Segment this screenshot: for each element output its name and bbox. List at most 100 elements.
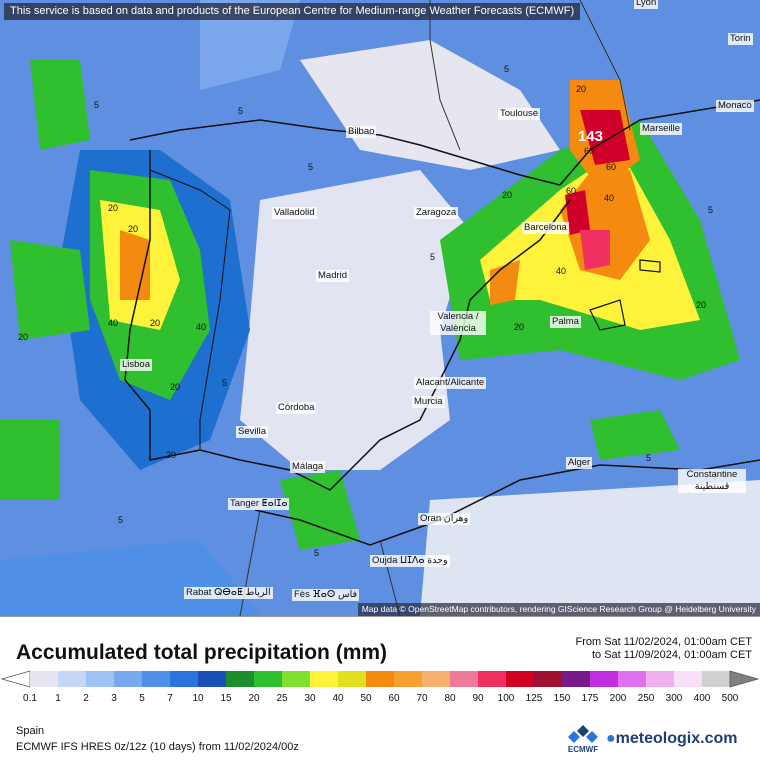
- meteologix-logo: ●meteologix.com: [606, 730, 737, 748]
- legend-swatch: [58, 671, 87, 687]
- legend-label: 500: [722, 693, 739, 704]
- legend-swatch: [506, 671, 535, 687]
- ecmwf-notice: This service is based on data and produc…: [4, 3, 581, 20]
- city-toulouse[interactable]: Toulouse: [498, 108, 541, 120]
- city-barcelona[interactable]: Barcelona: [522, 222, 569, 234]
- ecmwf-logo: ECMWF: [568, 725, 598, 754]
- city-sevilla[interactable]: Sevilla: [236, 426, 268, 438]
- model-label: ECMWF IFS HRES 0z/12z (10 days) from 11/…: [16, 741, 299, 753]
- city-tanger[interactable]: Tanger ⵟⴰⵏⵊⴰ: [228, 498, 290, 510]
- contour-label: 40: [108, 318, 119, 328]
- city-marseille[interactable]: Marseille: [640, 123, 683, 135]
- legend-label: 200: [610, 693, 627, 704]
- legend-arrow-left: [0, 670, 31, 688]
- precipitation-map[interactable]: This service is based on data and produc…: [0, 0, 760, 616]
- legend-swatch: [30, 671, 59, 687]
- map-attribution: Map data © OpenStreetMap contributors, r…: [357, 603, 760, 616]
- legend-label: 60: [388, 693, 400, 704]
- city-cordoba[interactable]: Córdoba: [276, 402, 317, 414]
- city-madrid[interactable]: Madrid: [316, 270, 350, 282]
- contour-label: 20: [502, 190, 513, 200]
- region-label: Spain: [16, 725, 45, 737]
- contour-label: 20: [150, 318, 161, 328]
- contour-label: 5: [118, 515, 124, 525]
- contour-label: 40: [604, 193, 615, 203]
- legend-swatch: [562, 671, 591, 687]
- legend-swatch: [674, 671, 703, 687]
- map-title: Accumulated total precipitation (mm): [16, 641, 388, 664]
- legend-swatch: [366, 671, 395, 687]
- legend-swatch: [646, 671, 675, 687]
- legend-swatch: [86, 671, 115, 687]
- contour-label: 5: [430, 252, 436, 262]
- legend-swatch: [422, 671, 451, 687]
- legend-label: 100: [498, 693, 515, 704]
- legend-label: 70: [416, 693, 428, 704]
- legend-swatch: [282, 671, 311, 687]
- date-from: From Sat 11/02/2024, 01:00am CET: [575, 636, 753, 648]
- city-murcia[interactable]: Murcia: [412, 396, 445, 408]
- legend-label: 80: [444, 693, 456, 704]
- legend-swatch: [478, 671, 507, 687]
- city-bilbao[interactable]: Bilbao: [346, 126, 377, 138]
- city-lisboa[interactable]: Lisboa: [120, 359, 152, 371]
- legend-label: 20: [248, 693, 260, 704]
- legend-swatch: [618, 671, 647, 687]
- legend-label: 15: [220, 693, 232, 704]
- legend-label: 25: [276, 693, 288, 704]
- max-value-label: 143: [578, 128, 604, 145]
- legend-arrow-right: [729, 670, 760, 688]
- legend-swatch: [170, 671, 199, 687]
- city-rabat[interactable]: Rabat ⵕⴱⴰⵟ الرباط: [184, 587, 273, 599]
- city-valladolid[interactable]: Valladolid: [272, 207, 317, 219]
- contour-label: 20: [696, 300, 707, 310]
- legend-label: 3: [111, 693, 117, 704]
- ecmwf-logo-text: ECMWF: [568, 745, 598, 754]
- legend-swatch: [254, 671, 283, 687]
- city-oujda[interactable]: Oujda ⵡⵊⴷⴰ وجدة: [370, 555, 450, 567]
- legend-label: 1: [55, 693, 61, 704]
- legend-label: 250: [638, 693, 655, 704]
- city-alger[interactable]: Alger: [566, 457, 593, 469]
- legend-label: 175: [582, 693, 599, 704]
- city-torino[interactable]: Torin: [728, 33, 753, 45]
- brand-name: meteologix.com: [615, 730, 738, 747]
- legend-swatch: [338, 671, 367, 687]
- city-lyon[interactable]: Lyon: [634, 0, 659, 9]
- legend-swatch: [534, 671, 563, 687]
- legend-label: 5: [139, 693, 145, 704]
- contour-label: 60: [606, 162, 617, 172]
- legend-swatch: [394, 671, 423, 687]
- contour-label: 20: [18, 332, 29, 342]
- legend-label: 90: [472, 693, 484, 704]
- city-oran[interactable]: Oran وهران: [418, 513, 471, 525]
- contour-label: 20: [170, 382, 181, 392]
- legend-label: 50: [360, 693, 372, 704]
- city-monaco[interactable]: Monaco: [716, 100, 754, 112]
- contour-label: 5: [504, 64, 510, 74]
- legend-label: 150: [554, 693, 571, 704]
- legend-swatch: [590, 671, 619, 687]
- legend-label: 400: [694, 693, 711, 704]
- legend-label: 10: [192, 693, 204, 704]
- contour-label: 40: [556, 266, 567, 276]
- legend-label: 0.1: [23, 693, 37, 704]
- contour-label: 20: [576, 84, 587, 94]
- city-valencia[interactable]: Valencia / València: [430, 311, 486, 335]
- legend-label: 2: [83, 693, 89, 704]
- city-malaga[interactable]: Málaga: [290, 461, 326, 473]
- contour-label: 40: [196, 322, 207, 332]
- date-to: to Sat 11/09/2024, 01:00am CET: [591, 649, 752, 661]
- contour-label: 60: [584, 146, 595, 156]
- legend-label: 300: [666, 693, 683, 704]
- legend-label: 125: [526, 693, 543, 704]
- city-fes[interactable]: Fès ⴼⴰⵙ فاس: [292, 589, 360, 601]
- city-alicante[interactable]: Alacant/Alicante: [414, 377, 487, 389]
- contour-label: 20: [514, 322, 525, 332]
- legend-panel: Accumulated total precipitation (mm) Fro…: [0, 616, 760, 761]
- legend-label: 7: [167, 693, 173, 704]
- city-zaragoza[interactable]: Zaragoza: [414, 207, 459, 219]
- city-palma[interactable]: Palma: [550, 316, 581, 328]
- legend-swatch: [114, 671, 143, 687]
- city-constantine[interactable]: Constantine قسنطينة: [678, 469, 746, 493]
